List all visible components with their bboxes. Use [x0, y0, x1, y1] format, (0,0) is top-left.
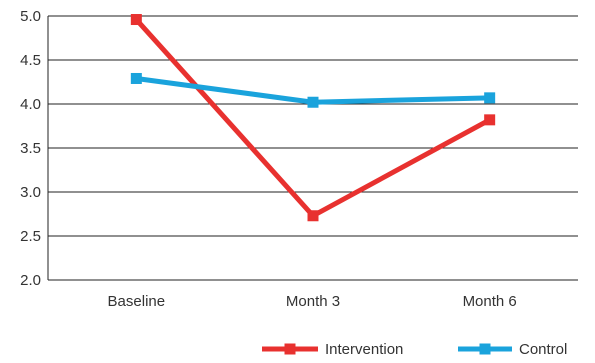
legend-item-intervention: Intervention — [262, 341, 403, 358]
legend-swatch-marker — [479, 343, 491, 355]
data-point — [307, 96, 319, 108]
y-tick-label: 3.5 — [20, 140, 41, 157]
series-layer — [130, 14, 496, 222]
legend-label: Intervention — [325, 341, 403, 358]
y-tick-label: 2.5 — [20, 228, 41, 245]
x-axis: Baseline Month 3 Month 6 — [108, 293, 517, 310]
series-control — [130, 72, 496, 108]
data-point — [484, 92, 496, 104]
series-line — [134, 17, 491, 219]
gridlines — [48, 15, 578, 281]
y-axis: 2.0 2.5 3.0 3.5 4.0 4.5 5.0 — [20, 8, 49, 289]
legend: Intervention Control — [262, 341, 567, 358]
y-tick-label: 5.0 — [20, 8, 41, 25]
data-point — [307, 210, 319, 222]
series-intervention — [130, 14, 496, 222]
x-tick-label: Month 6 — [463, 293, 517, 310]
legend-label: Control — [519, 341, 567, 358]
data-point — [484, 114, 496, 126]
y-tick-label: 4.5 — [20, 52, 41, 69]
data-point — [130, 14, 142, 26]
y-tick-label: 4.0 — [20, 96, 41, 113]
y-tick-label: 2.0 — [20, 272, 41, 289]
legend-item-control: Control — [458, 341, 567, 358]
y-tick-label: 3.0 — [20, 184, 41, 201]
x-tick-label: Baseline — [108, 293, 166, 310]
x-tick-label: Month 3 — [286, 293, 340, 310]
legend-swatch-marker — [284, 343, 296, 355]
data-point — [130, 72, 142, 84]
